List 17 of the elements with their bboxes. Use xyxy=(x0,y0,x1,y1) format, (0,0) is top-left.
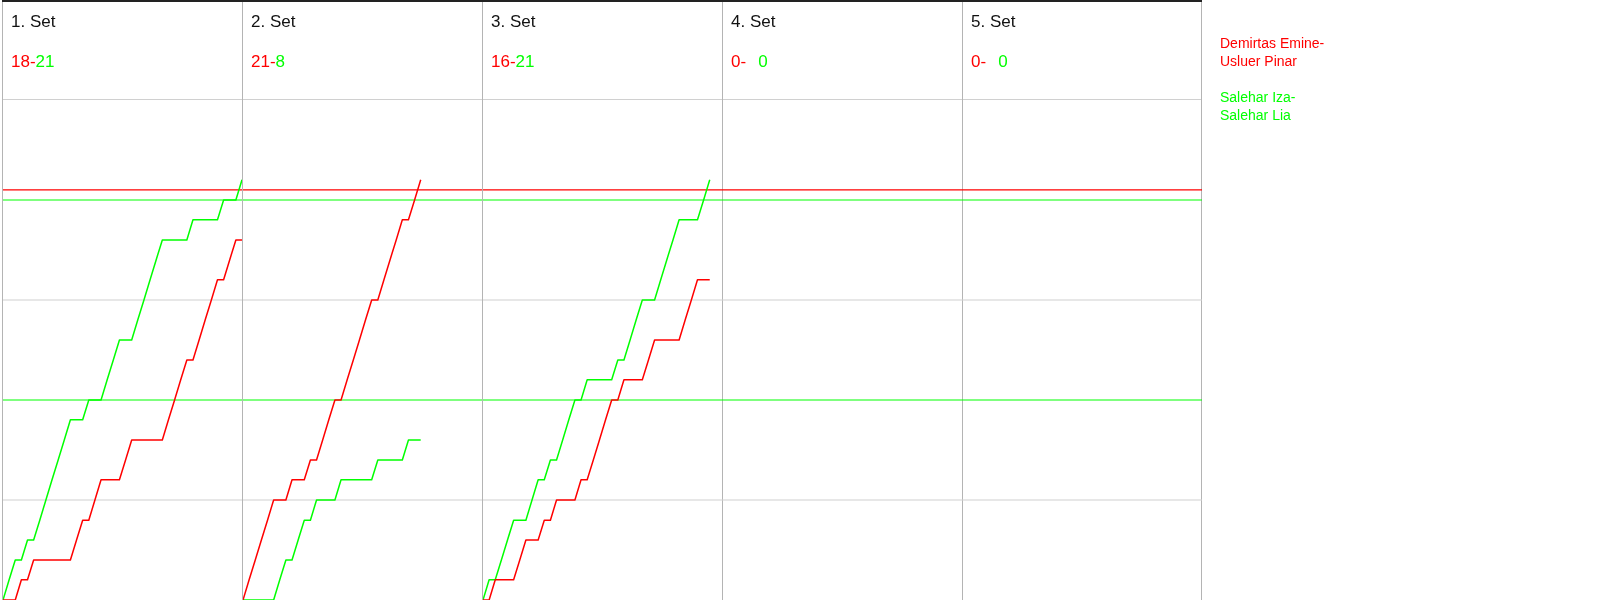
text: 21- xyxy=(251,52,276,71)
chart-title: 2. Set xyxy=(251,11,297,33)
text: 4. Set xyxy=(731,11,777,33)
chart-title: 1. Set xyxy=(11,11,57,33)
text: 0- xyxy=(731,52,747,71)
text: 5. Set xyxy=(971,11,1017,33)
text: 21 xyxy=(515,52,535,71)
text: 8 xyxy=(275,52,286,71)
text: Demirtas Emine-Usluer Pinar xyxy=(1220,34,1326,70)
chart-title: 3. Set xyxy=(491,11,537,33)
text: 18- xyxy=(11,52,36,71)
text: 0 xyxy=(758,52,768,71)
text: Salehar Iza-Salehar Lia xyxy=(1220,88,1297,124)
text: 16- xyxy=(491,52,516,71)
text: 0 xyxy=(998,52,1008,71)
text: 21 xyxy=(35,52,55,71)
text: 0- xyxy=(971,52,987,71)
